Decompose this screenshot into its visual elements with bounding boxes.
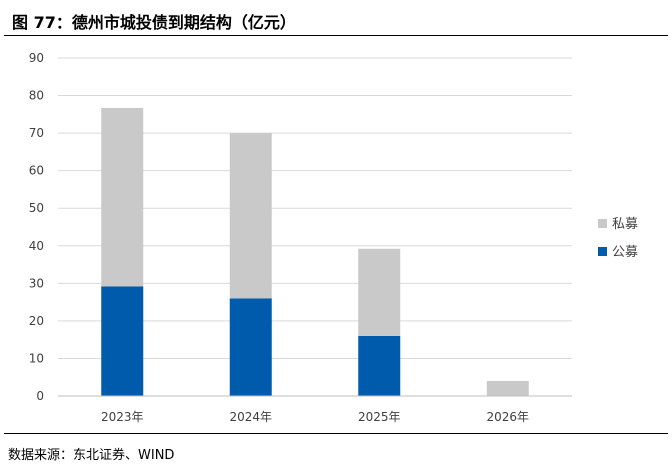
y-tick-label: 90 <box>29 51 44 65</box>
title-bar: 图 77：德州市城投债到期结构（亿元） <box>4 0 668 36</box>
legend-swatch <box>598 219 607 228</box>
bar-segment <box>101 107 144 287</box>
y-tick-label: 0 <box>36 389 44 403</box>
bar-segment <box>229 298 272 396</box>
y-tick-label: 50 <box>29 201 44 215</box>
figure-title: 图 77：德州市城投债到期结构（亿元） <box>12 13 296 32</box>
y-tick-label: 40 <box>29 239 44 253</box>
x-axis-ticks: 2023年 2024年 2025年 2026年 <box>101 410 529 424</box>
legend-label: 私募 <box>612 217 638 232</box>
footer-rule <box>4 433 668 434</box>
y-tick-label: 10 <box>29 351 44 365</box>
y-tick-label: 30 <box>29 276 44 290</box>
bar-segment <box>358 248 401 336</box>
x-tick-label: 2026年 <box>486 410 529 424</box>
x-tick-label: 2024年 <box>229 410 272 424</box>
y-axis-ticks: 0 10 20 30 40 50 60 70 80 90 <box>29 51 44 403</box>
y-tick-label: 80 <box>29 89 44 103</box>
y-tick-label: 20 <box>29 314 44 328</box>
bar-segment <box>229 133 272 299</box>
x-tick-label: 2023年 <box>101 410 144 424</box>
y-tick-label: 70 <box>29 126 44 140</box>
grid-lines <box>58 57 572 359</box>
source-note: 数据来源：东北证券、WIND <box>8 448 175 463</box>
legend-label: 公募 <box>612 245 638 260</box>
bar-segment <box>101 286 144 396</box>
y-tick-label: 60 <box>29 164 44 178</box>
stacked-bar-chart: 0 10 20 30 40 50 60 70 80 90 2023年 2024年 2025年 2026年… <box>29 51 638 424</box>
x-tick-label: 2025年 <box>358 410 401 424</box>
bar-segment <box>358 335 401 396</box>
bar-segment <box>486 380 529 396</box>
legend-swatch <box>598 247 607 256</box>
bars <box>101 107 529 396</box>
